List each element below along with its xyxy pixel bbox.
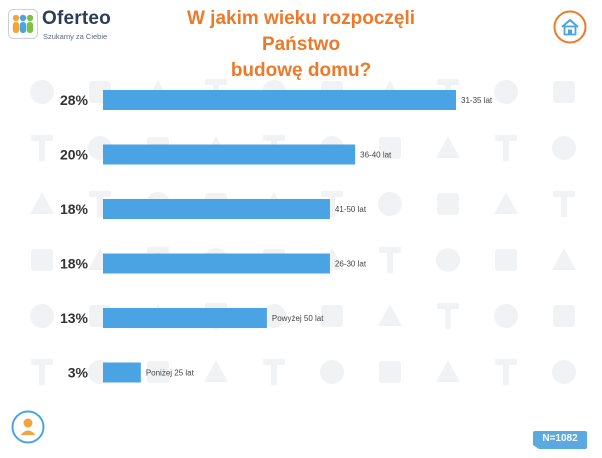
bar-value-label: 20% <box>60 147 89 163</box>
background-tool-icon <box>31 359 53 385</box>
person-icon[interactable] <box>11 410 45 444</box>
bar <box>103 362 141 383</box>
background-tool-icon <box>378 192 402 216</box>
background-tool-icon <box>437 303 459 329</box>
chart-title-line-1: W jakim wieku rozpoczęli Państwo <box>186 8 416 55</box>
background-tool-icon <box>495 359 517 385</box>
brand-name: Oferteo <box>42 8 111 29</box>
background-tool-icon <box>494 304 518 328</box>
bar <box>103 144 356 165</box>
background-tool-icon <box>495 249 517 271</box>
sample-size-badge <box>533 431 587 449</box>
bar <box>103 308 267 328</box>
background-tool-icon <box>436 360 460 382</box>
bar-category-label: 41-50 lat <box>335 205 367 214</box>
background-tool-icon <box>552 248 576 270</box>
background-tool-icon <box>321 191 343 217</box>
bar-category-label: Powyżej 50 lat <box>272 314 324 323</box>
chart-title: W jakim wieku rozpoczęli Państwo budowę … <box>150 6 452 84</box>
oferteo-people-logo-icon <box>8 9 38 39</box>
house-icon[interactable] <box>553 10 587 44</box>
background-tool-icon <box>147 361 169 383</box>
brand-logo[interactable]: Oferteo Szukamy za Ciebie <box>8 8 148 44</box>
background-tool-icon <box>552 360 576 384</box>
background-tool-icon <box>89 191 111 217</box>
background-tool-icon <box>553 191 575 217</box>
background-tool-icon <box>379 247 401 273</box>
background-tool-icon <box>495 135 517 161</box>
bar-value-label: 18% <box>60 201 89 217</box>
background-tool-icon <box>379 137 401 159</box>
background-tool-icon <box>204 360 228 382</box>
bar-category-label: 36-40 lat <box>360 151 392 160</box>
sample-size-text: N=1082 <box>542 433 578 444</box>
background-tool-icon <box>553 305 575 327</box>
bar-value-label: 3% <box>68 365 89 381</box>
background-tool-icon <box>378 304 402 326</box>
bar-category-label: Poniżej 25 lat <box>146 369 195 378</box>
chart-title-line-2: budowę domu? <box>230 60 372 81</box>
background-tool-icon <box>494 192 518 214</box>
background-tool-icon <box>30 80 54 104</box>
bar-category-label: 26-30 lat <box>335 260 367 269</box>
background-tool-icon <box>262 304 286 328</box>
background-tool-icon <box>379 361 401 383</box>
background-tool-icon <box>552 136 576 160</box>
background-tool-icon <box>436 248 460 272</box>
bar <box>103 199 330 219</box>
background-tool-icon <box>263 359 285 385</box>
bar-value-label: 18% <box>60 256 89 272</box>
brand-tagline: Szukamy za Ciebie <box>43 32 108 41</box>
background-tool-icon <box>436 136 460 158</box>
background-tool-icon <box>320 360 344 384</box>
bar-value-label: 28% <box>60 92 89 108</box>
background-tool-icon <box>553 81 575 103</box>
background-tool-icon <box>494 80 518 104</box>
background-tool-icon <box>31 135 53 161</box>
bar <box>103 253 330 274</box>
bar-category-label: 31-35 lat <box>461 96 493 105</box>
background-tool-icon <box>30 304 54 328</box>
background-tool-icon <box>31 249 53 271</box>
bar <box>103 90 456 110</box>
background-tool-icon <box>437 193 459 215</box>
background-tool-icon <box>30 192 54 214</box>
background-tool-icon <box>321 305 343 327</box>
bar-value-label: 13% <box>60 310 89 326</box>
